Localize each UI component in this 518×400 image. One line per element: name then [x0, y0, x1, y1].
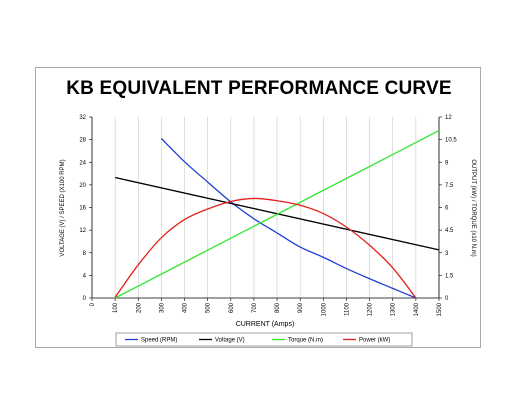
- y-right-tick-label: 4.5: [445, 228, 454, 234]
- x-tick-label: 1400: [414, 302, 420, 316]
- y-left-tick-label: 32: [79, 115, 86, 121]
- x-tick-label: 1100: [344, 302, 350, 316]
- x-tick-label: 1200: [368, 302, 374, 316]
- y-right-tick-label: 6: [445, 206, 449, 212]
- y-left-tick-label: 8: [83, 251, 87, 257]
- y-left-tick-label: 24: [79, 160, 86, 166]
- x-tick-label: 300: [159, 302, 165, 313]
- legend-label-torque-n-m: Torque (N.m): [288, 338, 323, 344]
- series-lines: [114, 129, 440, 299]
- y-left-tick-label: 0: [83, 296, 87, 302]
- y-axis-left-label: VOLTAGE (V) / SPEED (X100 RPM): [60, 159, 66, 256]
- y-axis-right-label: OUTPUT (kW) / TORQUE (x10 N.m): [470, 159, 476, 256]
- y-right-tick-label: 10.5: [445, 138, 457, 144]
- chart-frame: [35, 67, 481, 348]
- legend: Speed (RPM) Voltage (V) Torque (N.m) Power …: [125, 338, 390, 344]
- x-tick-label: 1000: [321, 302, 327, 316]
- y-left-tick-label: 20: [79, 183, 86, 189]
- x-tick-label: 0: [90, 302, 96, 306]
- y-right-tick-label: 7.5: [445, 183, 454, 189]
- y-left-tick-label: 28: [79, 138, 86, 144]
- y-right-tick-label: 0: [445, 296, 449, 302]
- x-tick-label: 1300: [391, 302, 397, 316]
- legend-label-power-kw: Power (kW): [359, 338, 390, 344]
- grid: [114, 117, 440, 298]
- x-tick-label: 600: [229, 302, 235, 313]
- tick-labels: 0 4 8 12 16 20 24 28 32 0 1.5 3 4.5 6 7.5 9 10.5 12 0 100 20…: [79, 115, 457, 316]
- x-tick-label: 400: [183, 302, 189, 313]
- chart-title: KB EQUIVALENT PERFORMANCE CURVE: [66, 78, 452, 99]
- x-tick-label: 200: [136, 302, 142, 313]
- y-left-tick-label: 4: [83, 273, 87, 279]
- y-right-tick-label: 12: [445, 115, 452, 121]
- y-right-tick-label: 1.5: [445, 273, 454, 279]
- y-right-tick-label: 3: [445, 251, 449, 257]
- y-left-tick-label: 16: [79, 206, 86, 212]
- x-tick-label: 800: [275, 302, 281, 313]
- legend-label-voltage-v: Voltage (V): [215, 338, 245, 344]
- legend-label-speed-rpm: Speed (RPM): [141, 338, 177, 344]
- y-right-tick-label: 9: [445, 160, 449, 166]
- series-line-power-kw: [114, 197, 417, 299]
- series-line-torque-n-m: [114, 129, 440, 299]
- x-tick-label: 1500: [437, 302, 443, 316]
- legend-box: [115, 332, 413, 347]
- y-left-tick-label: 12: [79, 228, 86, 234]
- series-line-speed-rpm: [160, 138, 417, 299]
- x-tick-label: 900: [298, 302, 304, 313]
- x-axis-label: CURRENT (Amps): [236, 321, 295, 328]
- axes: [89, 116, 442, 301]
- x-tick-label: 100: [113, 302, 119, 313]
- x-tick-label: 700: [252, 302, 258, 313]
- x-tick-label: 500: [206, 302, 212, 313]
